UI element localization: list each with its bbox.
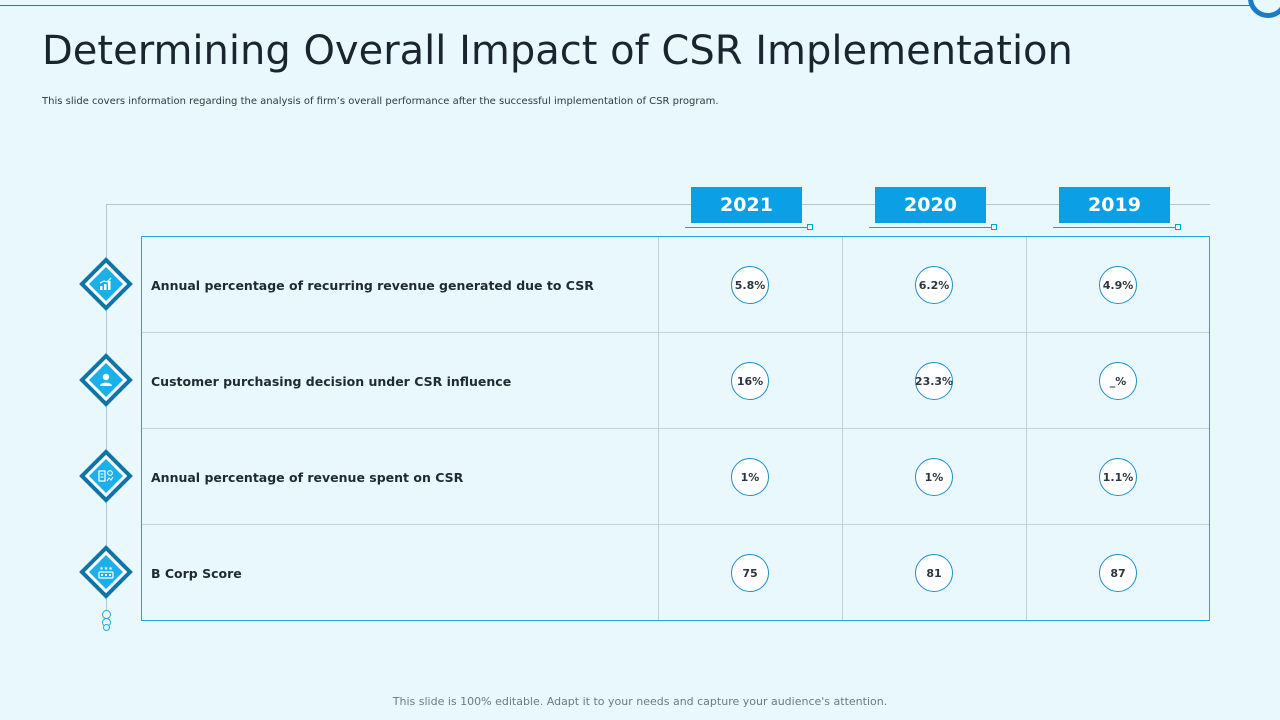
table-row: Customer purchasing decision under CSR i…: [142, 333, 1209, 429]
value-2020: 81: [915, 554, 953, 592]
year-underline-node: [991, 224, 997, 230]
value-2020: 23.3%: [915, 362, 953, 400]
year-underline: [1053, 227, 1175, 228]
timeline-end-dot: [103, 624, 110, 631]
year-underline-node: [1175, 224, 1181, 230]
value-2020: 1%: [915, 458, 953, 496]
slide-title: Determining Overall Impact of CSR Implem…: [42, 28, 1073, 74]
svg-text:★★★: ★★★: [99, 566, 113, 572]
header-connector-line: [106, 204, 1210, 205]
year-underline-node: [807, 224, 813, 230]
timeline-line-top: [106, 204, 107, 258]
metric-label: Annual percentage of recurring revenue g…: [151, 277, 594, 293]
growth-chart-icon: [79, 257, 133, 311]
timeline-line-segment: [106, 598, 107, 612]
year-header-2019: 2019: [1059, 187, 1170, 223]
slide-footer: This slide is 100% editable. Adapt it to…: [392, 695, 888, 708]
year-header-2020: 2020: [875, 187, 986, 223]
rating-score-icon: ★★★: [79, 545, 133, 599]
corner-ring-decoration: [1248, 0, 1280, 18]
metric-label: Customer purchasing decision under CSR i…: [151, 373, 512, 389]
metric-label: Annual percentage of revenue spent on CS…: [151, 469, 464, 485]
revenue-spend-icon: [79, 449, 133, 503]
customer-icon: [79, 353, 133, 407]
metric-label: B Corp Score: [151, 565, 242, 581]
year-header-2021: 2021: [691, 187, 802, 223]
year-underline: [685, 227, 807, 228]
csr-impact-table: Annual percentage of recurring revenue g…: [141, 236, 1210, 621]
value-2021: 5.8%: [731, 266, 769, 304]
timeline-line-segment: [106, 310, 107, 354]
table-row: B Corp Score 75 81 87: [142, 525, 1209, 621]
table-row: Annual percentage of revenue spent on CS…: [142, 429, 1209, 525]
value-2019: 1.1%: [1099, 458, 1137, 496]
value-2020: 6.2%: [915, 266, 953, 304]
timeline-line-segment: [106, 406, 107, 450]
value-2021: 1%: [731, 458, 769, 496]
value-2019: _%: [1099, 362, 1137, 400]
value-2019: 4.9%: [1099, 266, 1137, 304]
value-2019: 87: [1099, 554, 1137, 592]
table-row: Annual percentage of recurring revenue g…: [142, 237, 1209, 333]
timeline-line-segment: [106, 502, 107, 546]
value-2021: 75: [731, 554, 769, 592]
slide-subtitle: This slide covers information regarding …: [42, 96, 719, 107]
top-rule: [0, 5, 1250, 6]
year-underline: [869, 227, 991, 228]
value-2021: 16%: [731, 362, 769, 400]
